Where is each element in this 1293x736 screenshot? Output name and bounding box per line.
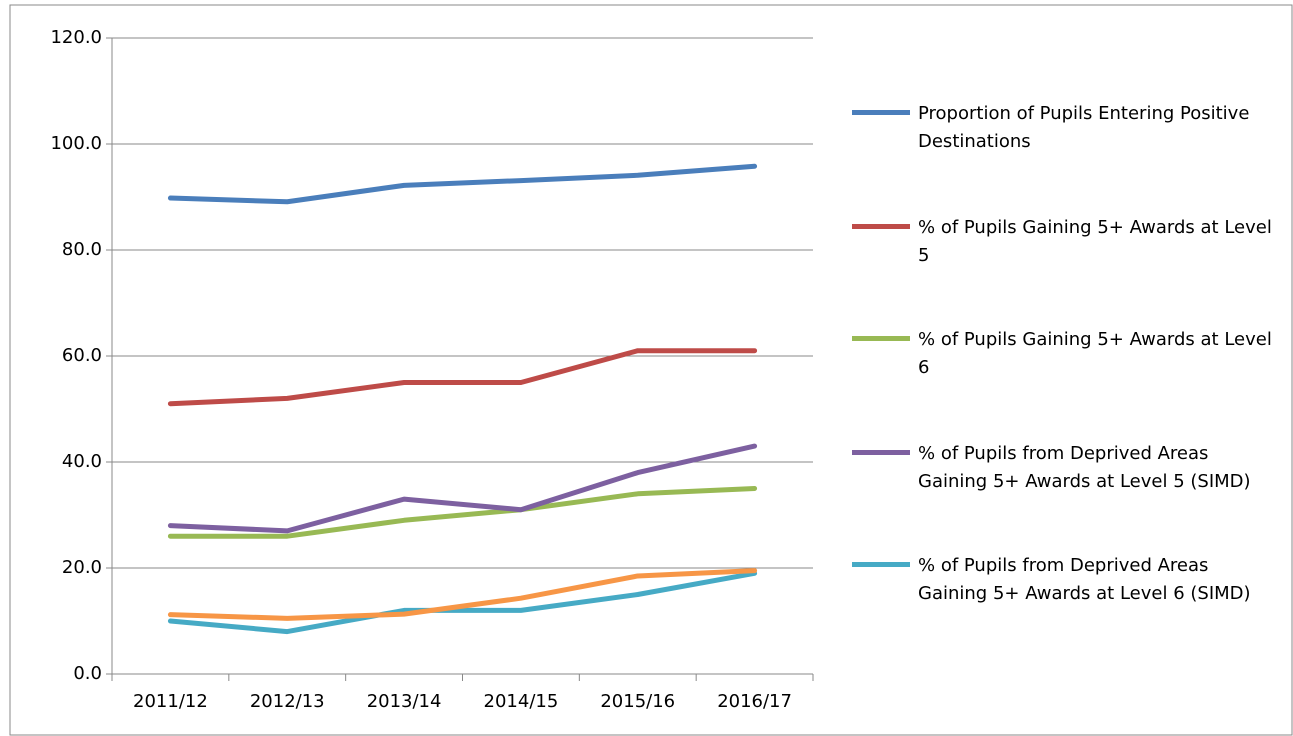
- series-line: [167, 568, 758, 621]
- series-line: [167, 163, 758, 205]
- y-tick-label: 60.0: [62, 345, 102, 366]
- legend-entry: % of Pupils Gaining 5+ Awards at Level 6: [852, 326, 1282, 382]
- series-line: [167, 443, 758, 534]
- legend-swatch: [852, 450, 910, 455]
- legend-label: % of Pupils Gaining 5+ Awards at Level 6: [918, 329, 1272, 378]
- x-tick-label: 2012/13: [250, 691, 325, 712]
- legend-entry: % of Pupils from Deprived Areas Gaining …: [852, 552, 1282, 608]
- legend-swatch: [852, 562, 910, 567]
- legend-label: % of Pupils from Deprived Areas Gaining …: [918, 443, 1251, 492]
- legend-entry: % of Pupils Gaining 5+ Awards at Level 5: [852, 214, 1282, 270]
- legend-entry: % of Pupils from Deprived Areas Gaining …: [852, 440, 1282, 496]
- y-tick-label: 40.0: [62, 451, 102, 472]
- x-tick-label: 2016/17: [717, 691, 792, 712]
- y-tick-label: 100.0: [50, 133, 102, 154]
- x-tick-label: 2013/14: [367, 691, 442, 712]
- legend-label: % of Pupils Gaining 5+ Awards at Level 5: [918, 217, 1272, 266]
- series-line: [167, 570, 758, 635]
- legend-swatch: [852, 110, 910, 115]
- legend-label: % of Pupils from Deprived Areas Gaining …: [918, 555, 1251, 604]
- x-tick-label: 2011/12: [133, 691, 208, 712]
- y-tick-label: 0.0: [73, 663, 102, 684]
- x-tick-label: 2014/15: [484, 691, 559, 712]
- legend-swatch: [852, 224, 910, 229]
- chart-border: [9, 4, 1293, 736]
- legend-swatch: [852, 336, 910, 341]
- legend-label: Proportion of Pupils Entering Positive D…: [918, 103, 1250, 152]
- y-tick-label: 20.0: [62, 557, 102, 578]
- x-tick-label: 2015/16: [600, 691, 675, 712]
- y-tick-label: 120.0: [50, 27, 102, 48]
- series-line: [167, 486, 758, 539]
- series-line: [167, 348, 758, 407]
- y-tick-label: 80.0: [62, 239, 102, 260]
- legend-entry: Proportion of Pupils Entering Positive D…: [852, 100, 1282, 156]
